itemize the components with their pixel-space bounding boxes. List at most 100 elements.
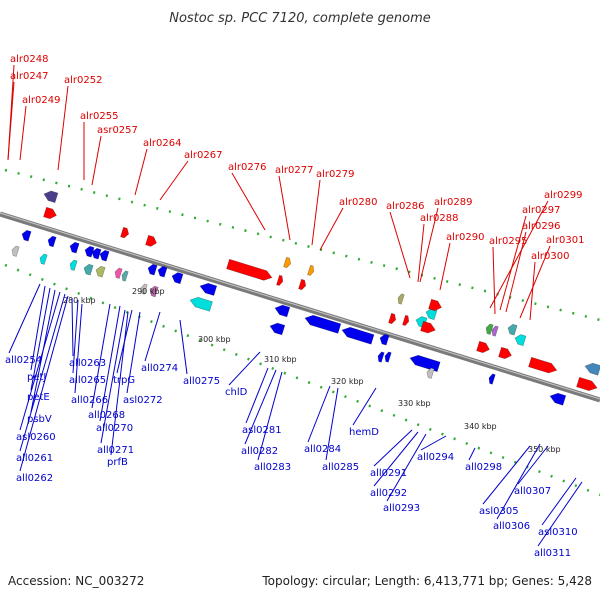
gene-label-all0270[interactable]: all0270 [96, 423, 133, 434]
gene-label-all0307[interactable]: all0307 [514, 486, 551, 497]
gene-label-alr0252[interactable]: alr0252 [64, 75, 102, 86]
label-connector [468, 447, 476, 461]
gene-label-all0266[interactable]: all0266 [71, 395, 108, 406]
accession-text: Accession: NC_003272 [8, 574, 144, 588]
gene-label-alr0289[interactable]: alr0289 [434, 197, 472, 208]
gene-label-all0285[interactable]: all0285 [322, 462, 359, 473]
gene-label-prfB[interactable]: prfB [107, 457, 128, 468]
gene-label-asr0257[interactable]: asr0257 [97, 125, 138, 136]
gene-label-all0271[interactable]: all0271 [97, 445, 134, 456]
gene-label-all0294[interactable]: all0294 [417, 452, 454, 463]
label-connector [386, 433, 427, 502]
label-connector [244, 369, 277, 445]
gene-label-asl0281[interactable]: asl0281 [242, 425, 282, 436]
gene-arrow [409, 354, 441, 373]
gene-arrow [21, 229, 32, 242]
gene-arrow [341, 326, 375, 345]
gene-label-alr0295[interactable]: alr0295 [489, 236, 527, 247]
gene-label-alr0277[interactable]: alr0277 [275, 165, 313, 176]
gene-label-petE[interactable]: petE [27, 392, 50, 403]
gene-label-all0298[interactable]: all0298 [465, 462, 502, 473]
scale-tick-label: 320 kbp [331, 377, 364, 386]
gene-label-all0284[interactable]: all0284 [304, 444, 341, 455]
gene-label-all0283[interactable]: all0283 [254, 462, 291, 473]
gene-arrow [120, 226, 130, 239]
gene-label-alr0286[interactable]: alr0286 [386, 201, 424, 212]
gene-label-all0261[interactable]: all0261 [16, 453, 53, 464]
gene-label-all0254[interactable]: all0254 [5, 355, 42, 366]
gene-label-all0311[interactable]: all0311 [534, 548, 571, 559]
gene-label-all0306[interactable]: all0306 [493, 521, 530, 532]
gene-label-hemD[interactable]: hemD [349, 427, 379, 438]
gene-label-trpG[interactable]: trpG [113, 375, 135, 386]
label-connector [134, 148, 148, 196]
gene-label-alr0255[interactable]: alr0255 [80, 111, 118, 122]
gene-label-all0274[interactable]: all0274 [141, 363, 178, 374]
gene-label-alr0248[interactable]: alr0248 [10, 54, 48, 65]
gene-arrow [420, 320, 436, 334]
gene-label-all0263[interactable]: all0263 [69, 358, 106, 369]
scale-ticks: 280 kbp 290 kbp 300 kbp 310 kbp 320 kbp 330 k… [63, 287, 561, 454]
gene-arrow [507, 323, 518, 336]
label-connector [257, 371, 283, 461]
label-connector [126, 311, 141, 394]
label-connector [159, 160, 189, 201]
label-connector [541, 477, 577, 526]
label-connector [311, 179, 321, 246]
gene-arrow [491, 325, 499, 337]
gene-label-alr0290[interactable]: alr0290 [446, 232, 484, 243]
gene-label-alr0297[interactable]: alr0297 [522, 205, 560, 216]
gene-arrow [69, 241, 80, 254]
gene-label-alr0288[interactable]: alr0288 [420, 213, 458, 224]
gene-label-all0292[interactable]: all0292 [370, 488, 407, 499]
gene-label-all0275[interactable]: all0275 [183, 376, 220, 387]
gene-label-asl0310[interactable]: asl0310 [538, 527, 578, 538]
gene-label-all0262[interactable]: all0262 [16, 473, 53, 484]
gene-label-asl0272[interactable]: asl0272 [123, 395, 163, 406]
gene-label-alr0249[interactable]: alr0249 [22, 95, 60, 106]
label-connector [325, 387, 339, 461]
gene-label-all0268[interactable]: all0268 [88, 410, 125, 421]
gene-arrow [476, 340, 490, 354]
gene-label-alr0296[interactable]: alr0296 [522, 221, 560, 232]
gene-label-all0293[interactable]: all0293 [383, 503, 420, 514]
gene-label-asl0260[interactable]: asl0260 [16, 432, 56, 443]
label-connector [99, 305, 121, 422]
gene-arrow [189, 296, 213, 312]
gene-label-alr0267[interactable]: alr0267 [184, 150, 222, 161]
gene-label-asl0305[interactable]: asl0305 [479, 506, 519, 517]
gene-label-all0291[interactable]: all0291 [370, 468, 407, 479]
label-connector [417, 223, 425, 283]
gene-label-alr0299[interactable]: alr0299 [544, 190, 582, 201]
scale-tick-label: 290 kbp [132, 287, 165, 296]
gene-label-all0265[interactable]: all0265 [69, 375, 106, 386]
gene-label-alr0280[interactable]: alr0280 [339, 197, 377, 208]
gene-label-alr0264[interactable]: alr0264 [143, 138, 181, 149]
gene-arrow [145, 234, 157, 247]
label-connector [373, 429, 413, 467]
gene-label-alr0301[interactable]: alr0301 [546, 235, 584, 246]
gene-label-alr0300[interactable]: alr0300 [531, 251, 569, 262]
gene-label-alr0279[interactable]: alr0279 [316, 169, 354, 180]
gene-arrow [43, 206, 57, 220]
label-connector [179, 319, 188, 375]
label-connector [19, 295, 69, 472]
label-connector [71, 297, 74, 357]
gene-arrow [576, 376, 598, 391]
gene-label-petJ[interactable]: petJ [27, 372, 46, 383]
label-connector [110, 311, 129, 456]
gene-label-alr0247[interactable]: alr0247 [10, 71, 48, 82]
gene-label-psbV[interactable]: psbV [27, 414, 52, 425]
gene-arrow [99, 249, 110, 262]
gene-arrow [226, 258, 273, 281]
label-connector [496, 443, 541, 520]
gene-arrow [114, 267, 123, 279]
gene-label-chlD[interactable]: chlD [225, 387, 248, 398]
gene-label-all0282[interactable]: all0282 [241, 446, 278, 457]
gene-label-alr0276[interactable]: alr0276 [228, 162, 266, 173]
gene-arrow [428, 298, 442, 312]
genome-title: Nostoc sp. PCC 7120, complete genome [169, 11, 431, 26]
label-connector [307, 385, 331, 443]
gene-arrow [514, 334, 527, 347]
